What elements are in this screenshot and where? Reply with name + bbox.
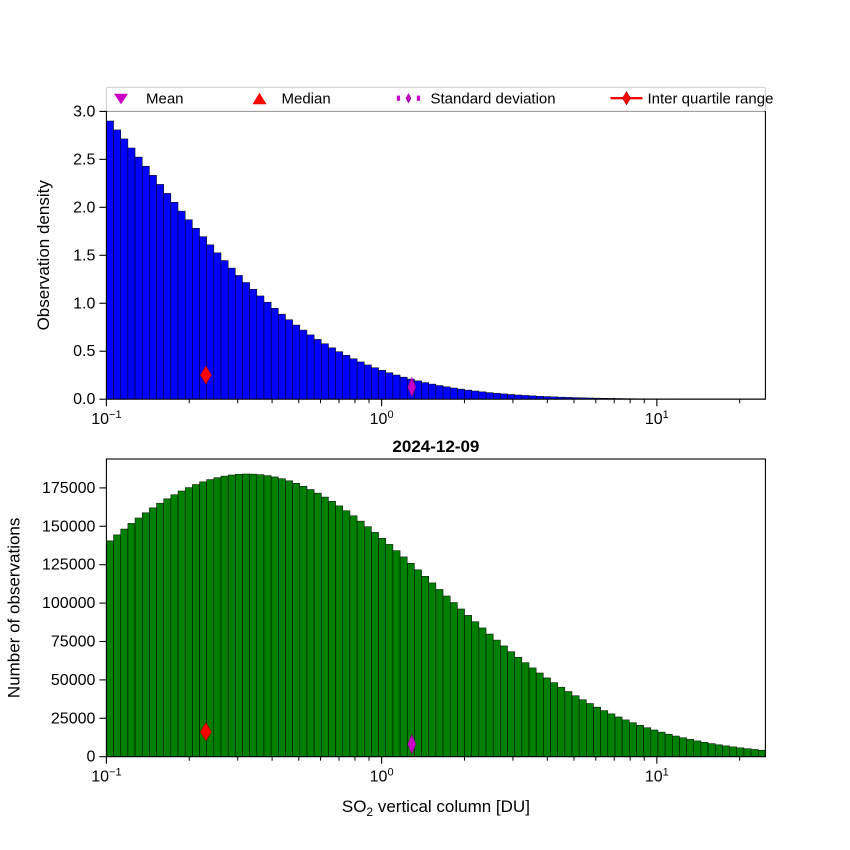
svg-text:25000: 25000	[51, 710, 96, 727]
svg-text:2.5: 2.5	[73, 151, 95, 168]
svg-text:50000: 50000	[51, 672, 96, 689]
svg-text:0.0: 0.0	[73, 391, 95, 408]
svg-text:Inter quartile range: Inter quartile range	[648, 91, 774, 108]
svg-text:0.5: 0.5	[73, 343, 95, 360]
svg-text:2.0: 2.0	[73, 199, 95, 216]
svg-text:0: 0	[86, 749, 95, 766]
svg-text:Number of observations: Number of observations	[5, 518, 24, 698]
svg-text:Observation density: Observation density	[34, 180, 53, 331]
svg-text:175000: 175000	[42, 480, 95, 497]
svg-text:1.0: 1.0	[73, 295, 95, 312]
svg-text:150000: 150000	[42, 518, 95, 535]
svg-text:125000: 125000	[42, 557, 95, 574]
svg-text:3.0: 3.0	[73, 103, 95, 120]
svg-text:100000: 100000	[42, 595, 95, 612]
svg-text:Mean: Mean	[146, 91, 184, 108]
svg-text:2024-12-09: 2024-12-09	[392, 437, 479, 456]
svg-text:Median: Median	[282, 91, 331, 108]
svg-text:Standard deviation: Standard deviation	[431, 91, 556, 108]
svg-text:1.5: 1.5	[73, 247, 95, 264]
svg-text:75000: 75000	[51, 634, 96, 651]
